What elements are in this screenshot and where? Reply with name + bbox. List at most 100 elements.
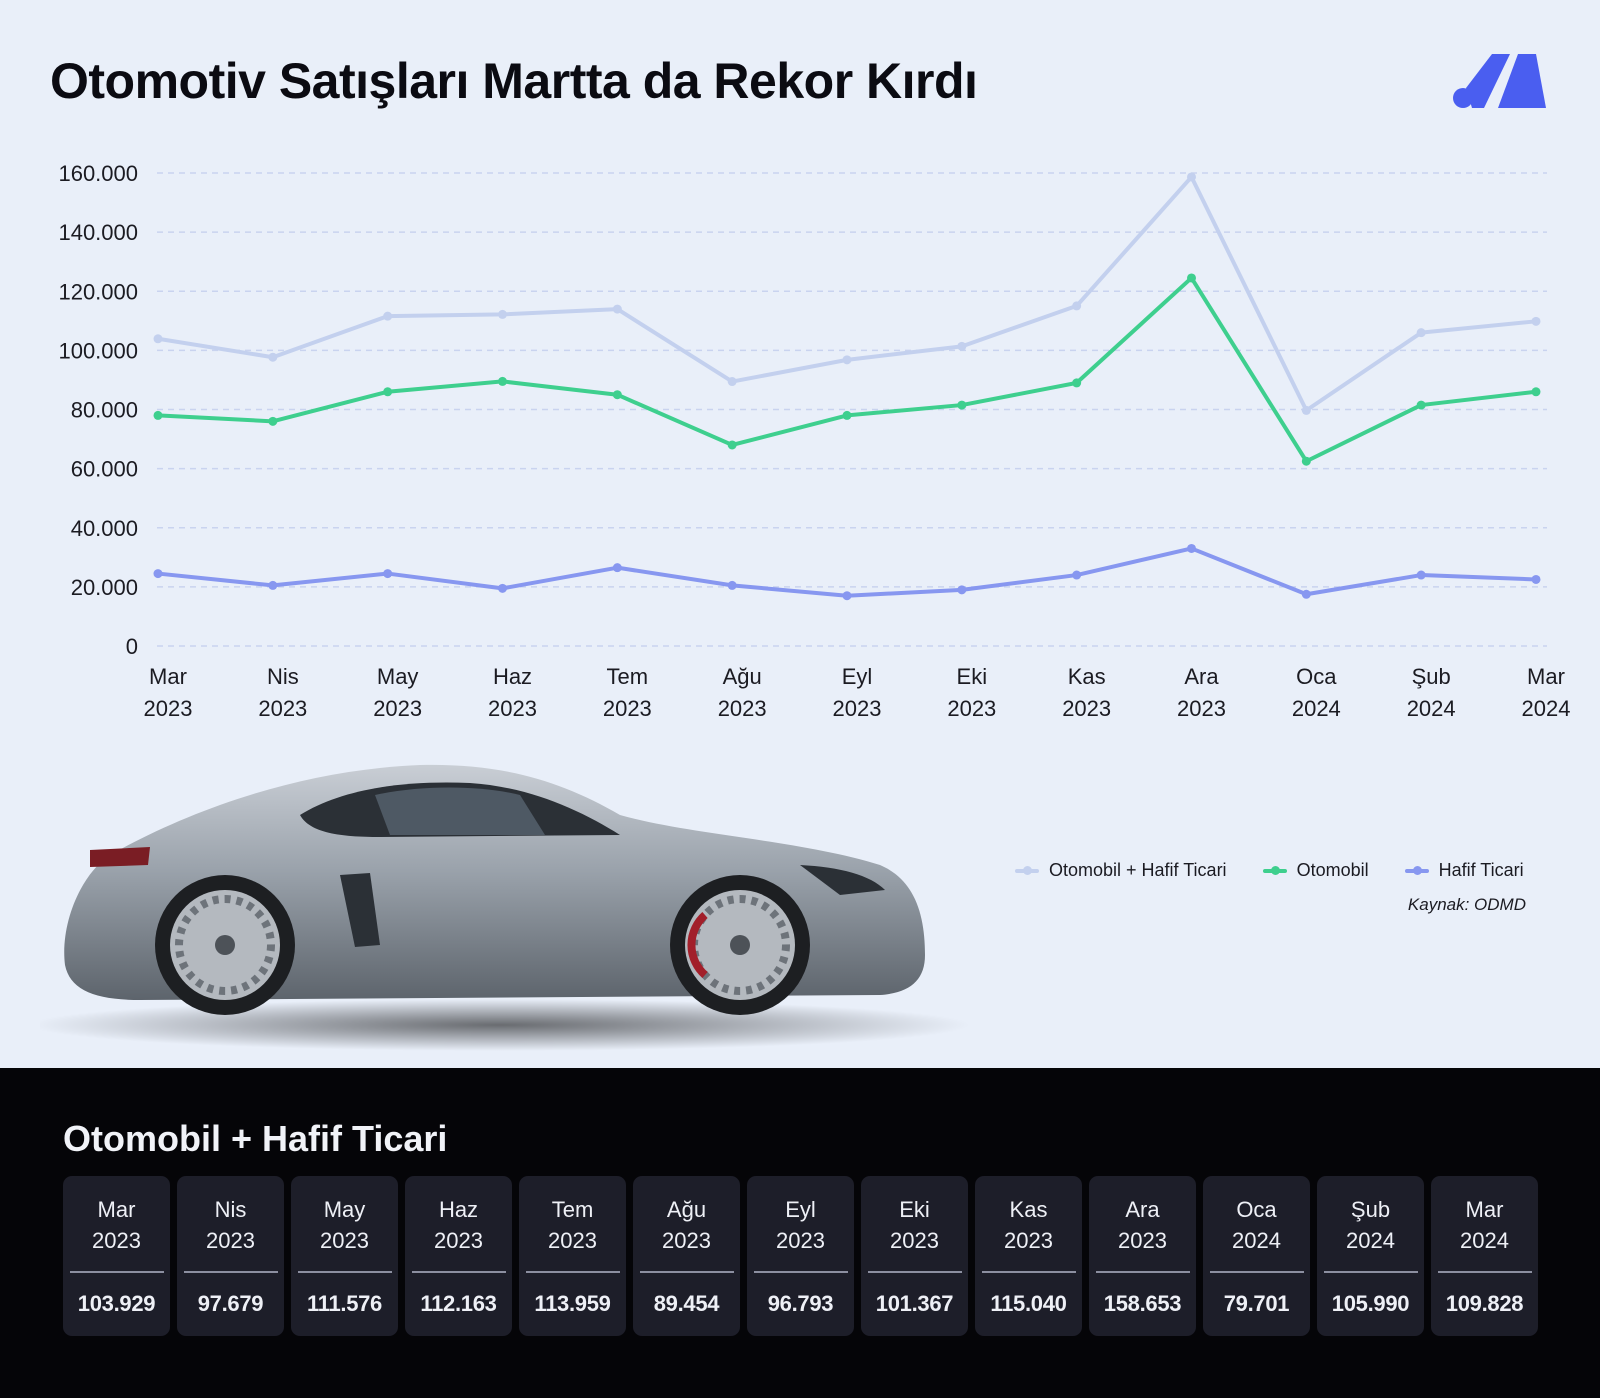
summary-card: Haz 2023 112.163 bbox=[405, 1176, 512, 1336]
x-tick-label: Mar bbox=[1527, 664, 1565, 689]
series-line bbox=[156, 174, 1538, 413]
card-divider bbox=[69, 1271, 164, 1273]
sales-line-chart: 160.000 140.000 120.000 100.000 80.000 60.000… bbox=[58, 161, 1570, 721]
summary-card: Oca 2024 79.701 bbox=[1203, 1176, 1310, 1336]
x-tick-label: Eki bbox=[957, 664, 988, 689]
chart-legend: Otomobil + Hafif Ticari Otomobil Hafif T… bbox=[1015, 860, 1524, 881]
data-point bbox=[1072, 570, 1082, 580]
legend-swatch-combined bbox=[1015, 865, 1039, 875]
card-divider bbox=[1095, 1271, 1190, 1273]
card-divider bbox=[1209, 1271, 1304, 1273]
card-year: 2023 bbox=[776, 1228, 825, 1253]
y-tick-label: 0 bbox=[126, 634, 138, 659]
card-divider bbox=[297, 1271, 392, 1273]
x-tick-label: 2023 bbox=[373, 696, 422, 721]
summary-card: Tem 2023 113.959 bbox=[519, 1176, 626, 1336]
card-month: Nis bbox=[214, 1197, 247, 1222]
data-point bbox=[1072, 301, 1082, 311]
legend-label: Otomobil + Hafif Ticari bbox=[1049, 860, 1227, 880]
y-tick-label: 100.000 bbox=[58, 338, 138, 363]
card-year: 2023 bbox=[434, 1228, 483, 1253]
data-point bbox=[268, 416, 278, 426]
legend-swatch-otomobil bbox=[1262, 865, 1287, 875]
data-point bbox=[383, 387, 393, 397]
x-tick-label: Nis bbox=[267, 664, 299, 689]
card-divider bbox=[411, 1271, 506, 1273]
card-divider bbox=[1323, 1271, 1418, 1273]
data-point bbox=[727, 580, 737, 590]
data-point bbox=[1301, 405, 1311, 415]
x-tick-label: 2023 bbox=[947, 696, 996, 721]
x-tick-label: 2023 bbox=[1177, 696, 1226, 721]
car-illustration bbox=[40, 764, 970, 1051]
card-month: Mar bbox=[1465, 1197, 1504, 1222]
front-wheel bbox=[670, 875, 810, 1015]
card-divider bbox=[639, 1271, 734, 1273]
y-tick-label: 60.000 bbox=[71, 457, 138, 482]
card-month: Kas bbox=[1009, 1197, 1048, 1222]
card-month: Eyl bbox=[785, 1197, 816, 1222]
card-month: Şub bbox=[1350, 1197, 1391, 1222]
x-tick-label: Mar bbox=[149, 664, 187, 689]
data-point bbox=[1187, 273, 1196, 283]
card-value: 96.793 bbox=[767, 1291, 834, 1316]
card-month: Haz bbox=[438, 1197, 479, 1222]
card-month: Ara bbox=[1125, 1197, 1160, 1222]
summary-card: Kas 2023 115.040 bbox=[975, 1176, 1082, 1336]
card-year: 2023 bbox=[206, 1228, 255, 1253]
data-point bbox=[1416, 328, 1426, 338]
legend-label: Hafif Ticari bbox=[1438, 860, 1524, 880]
summary-card: May 2023 111.576 bbox=[291, 1176, 398, 1336]
x-tick-label: 2023 bbox=[258, 696, 307, 721]
card-value: 79.701 bbox=[1223, 1291, 1290, 1316]
data-point bbox=[498, 583, 507, 593]
data-point bbox=[498, 376, 507, 386]
card-month: Mar bbox=[97, 1197, 136, 1222]
card-year: 2024 bbox=[1346, 1228, 1395, 1253]
data-point bbox=[1301, 456, 1311, 466]
legend-label: Otomobil bbox=[1296, 860, 1369, 880]
card-value: 105.990 bbox=[1331, 1291, 1410, 1316]
card-year: 2024 bbox=[1232, 1228, 1281, 1253]
x-tick-label: 2023 bbox=[603, 696, 652, 721]
source-note: Kaynak: ODMD bbox=[1407, 895, 1526, 914]
x-tick-label: 2023 bbox=[144, 696, 193, 721]
summary-card: Eki 2023 101.367 bbox=[861, 1176, 968, 1336]
data-point bbox=[498, 309, 507, 319]
card-year: 2023 bbox=[1118, 1228, 1167, 1253]
x-tick-label: Kas bbox=[1068, 664, 1106, 689]
data-point bbox=[1531, 316, 1541, 326]
y-tick-label: 20.000 bbox=[71, 575, 138, 600]
card-divider bbox=[981, 1271, 1076, 1273]
data-point bbox=[1416, 570, 1426, 580]
y-tick-label: 120.000 bbox=[58, 279, 138, 304]
data-point bbox=[957, 341, 967, 351]
series-line bbox=[156, 275, 1538, 464]
card-year: 2023 bbox=[1004, 1228, 1053, 1253]
summary-card: Eyl 2023 96.793 bbox=[747, 1176, 854, 1336]
x-tick-label: 2024 bbox=[1292, 696, 1341, 721]
data-point bbox=[957, 400, 967, 410]
data-point bbox=[842, 591, 852, 601]
data-point bbox=[1187, 172, 1196, 182]
x-tick-label: Ağu bbox=[723, 664, 762, 689]
card-year: 2023 bbox=[548, 1228, 597, 1253]
card-month: May bbox=[323, 1197, 366, 1222]
data-point bbox=[612, 304, 622, 314]
legend-item-otomobil: Otomobil bbox=[1262, 860, 1369, 881]
card-year: 2024 bbox=[1460, 1228, 1509, 1253]
x-tick-label: 2024 bbox=[1407, 696, 1456, 721]
data-point bbox=[1531, 387, 1541, 397]
data-point bbox=[383, 569, 393, 579]
summary-card: Nis 2023 97.679 bbox=[177, 1176, 284, 1336]
card-value: 97.679 bbox=[197, 1291, 264, 1316]
data-point bbox=[1531, 574, 1541, 584]
card-value: 103.929 bbox=[77, 1291, 156, 1316]
card-month: Ağu bbox=[666, 1197, 707, 1222]
data-point bbox=[612, 390, 622, 400]
summary-panel: Otomobil + Hafif Ticari Mar 2023 103.929 N… bbox=[0, 1068, 1600, 1398]
x-tick-label: 2023 bbox=[488, 696, 537, 721]
data-point bbox=[383, 311, 393, 321]
y-tick-label: 80.000 bbox=[71, 398, 138, 423]
summary-card: Şub 2024 105.990 bbox=[1317, 1176, 1424, 1336]
